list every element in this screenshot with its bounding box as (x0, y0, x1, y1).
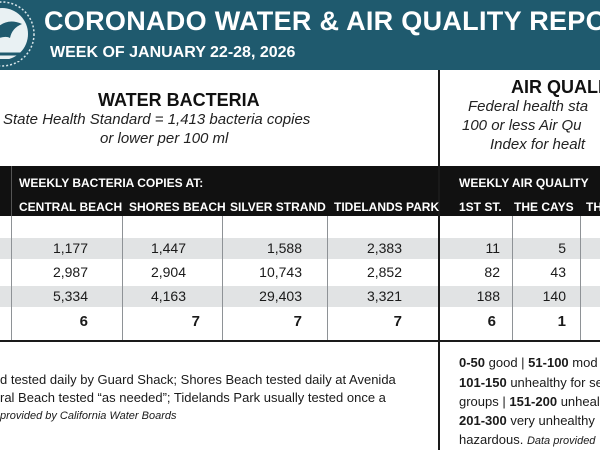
col-sep (580, 216, 581, 340)
col-sep (327, 216, 328, 340)
water-cell: 5,334 (52, 288, 88, 304)
water-cell: 2,383 (366, 240, 402, 256)
water-cell: 2,987 (52, 264, 88, 280)
col-sep (122, 216, 123, 340)
row-shade-3-air (440, 286, 600, 307)
table-bottom-rule (0, 340, 600, 342)
row-shade-1-air (440, 238, 600, 259)
water-cell: 2,904 (150, 264, 186, 280)
air-standard-line-2: 100 or less Air Qu (462, 117, 582, 134)
row-shade-3 (0, 286, 438, 307)
aqi-legend-line-1: 0-50 good | 51-100 mod (459, 355, 598, 370)
water-total: 7 (293, 313, 302, 330)
section-divider (438, 70, 440, 450)
water-note-line-1: d tested daily by Guard Shack; Shores Be… (0, 372, 396, 387)
water-cell: 1,177 (52, 240, 88, 256)
aqi-legend-line-4: 201-300 very unhealthy (459, 413, 595, 428)
air-table-header: WEEKLY AIR QUALITY 1ST ST. THE CAYS TH (440, 166, 600, 216)
air-total: 1 (557, 313, 566, 330)
water-cell: 29,403 (259, 288, 302, 304)
col-central-beach: CENTRAL BEACH (19, 200, 123, 214)
col-tidelands-park: TIDELANDS PARK (334, 200, 440, 214)
air-cell: 82 (484, 264, 500, 280)
air-cell: 11 (485, 240, 500, 256)
coronado-seal-logo (0, 1, 35, 67)
col-the-cays: THE CAYS (514, 200, 574, 214)
report-week: WEEK OF JANUARY 22-28, 2026 (50, 44, 296, 61)
air-standard-line-3: Index for healt (490, 136, 586, 153)
air-total: 6 (487, 313, 496, 330)
water-standard-line-1: State Health Standard = 1,413 bacteria c… (3, 111, 311, 128)
water-band-label: WEEKLY BACTERIA COPIES AT: (19, 176, 204, 190)
water-total: 7 (191, 313, 200, 330)
water-total: 6 (79, 313, 88, 330)
water-total: 7 (393, 313, 402, 330)
report-header: CORONADO WATER & AIR QUALITY REPO WEEK O… (0, 0, 600, 70)
report-title: CORONADO WATER & AIR QUALITY REPO (44, 6, 600, 36)
water-table-header: WEEKLY BACTERIA COPIES AT: CENTRAL BEACH… (0, 166, 440, 216)
col-shores-beach: SHORES BEACH (129, 200, 226, 214)
water-note-line-2: ral Beach tested “as needed”; Tidelands … (0, 390, 386, 405)
air-standard-line-1: Federal health sta (468, 98, 589, 115)
col-cut-off: TH (586, 200, 600, 214)
col-1st-st: 1ST ST. (459, 200, 502, 214)
air-cell: 140 (542, 288, 566, 304)
water-cell: 3,321 (366, 288, 402, 304)
col-sep (222, 216, 223, 340)
water-cell: 1,447 (150, 240, 186, 256)
water-cell: 2,852 (366, 264, 402, 280)
col-sep (11, 216, 12, 340)
col-sep (512, 216, 513, 340)
water-cell: 1,588 (266, 240, 302, 256)
water-note-source: provided by California Water Boards (0, 410, 177, 422)
air-cell: 188 (476, 288, 500, 304)
aqi-legend-line-3: groups | 151-200 unheal (459, 394, 600, 409)
aqi-legend-line-2: 101-150 unhealthy for se (459, 375, 600, 390)
water-cell: 4,163 (150, 288, 186, 304)
aqi-legend-line-5: hazardous. Data provided (459, 432, 596, 447)
water-section-title: WATER BACTERIA (98, 90, 260, 110)
air-cell: 43 (550, 264, 566, 280)
row-shade-1 (0, 238, 438, 259)
water-cell: 10,743 (259, 264, 302, 280)
water-standard-line-2: or lower per 100 ml (100, 130, 229, 147)
col-silver-strand: SILVER STRAND (230, 200, 326, 214)
air-cell: 5 (558, 240, 566, 256)
air-section-title: AIR QUALIT (511, 77, 600, 97)
air-band-label: WEEKLY AIR QUALITY (459, 176, 589, 190)
